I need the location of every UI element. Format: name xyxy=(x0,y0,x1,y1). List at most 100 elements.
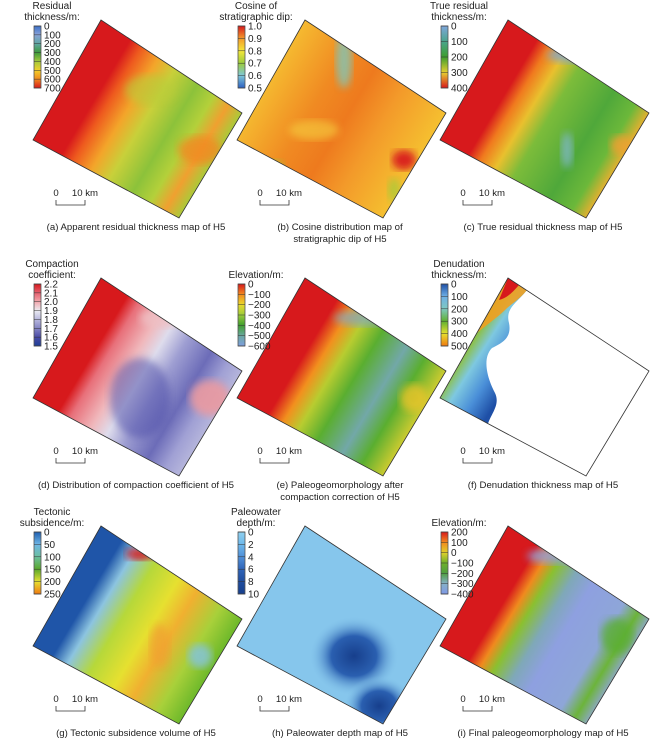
colorbar-label: 0 xyxy=(44,22,50,33)
legend-title: thickness/m: xyxy=(431,270,487,281)
colorbar-label: −300 xyxy=(451,579,474,590)
map-feature xyxy=(178,136,222,164)
map-border xyxy=(32,525,243,725)
colorbar-label: 2.1 xyxy=(44,288,58,299)
panel-b: Cosine of stratigraphic dip: 1.0 0.9 0.8 0.7 0… xyxy=(204,0,447,250)
map-border xyxy=(439,277,650,477)
colorbar-label: 300 xyxy=(44,48,61,59)
map-c xyxy=(440,20,649,218)
map-a xyxy=(33,20,242,218)
colorbar xyxy=(440,283,449,347)
scale-bar xyxy=(462,458,493,464)
colorbar-label: 100 xyxy=(44,552,61,563)
map-border xyxy=(439,19,650,219)
caption: (a) Apparent residual thickness map of H… xyxy=(47,222,226,233)
colorbar-label: 8 xyxy=(248,577,254,588)
map-i xyxy=(440,526,649,724)
colorbar-label: −500 xyxy=(248,331,271,342)
colorbar xyxy=(237,531,246,595)
legend-title: Elevation/m: xyxy=(431,518,486,529)
map-feature xyxy=(334,310,394,326)
map-feature xyxy=(140,308,180,328)
scale-bar xyxy=(259,458,290,464)
colorbar-label: 2 xyxy=(248,540,254,551)
colorbar-label: −200 xyxy=(248,300,271,311)
colorbar-label: −400 xyxy=(248,321,271,332)
colorbar xyxy=(237,25,246,89)
legend-title: True residual xyxy=(430,1,488,12)
map-border xyxy=(236,19,447,219)
colorbar-label: 200 xyxy=(451,528,468,539)
map-b xyxy=(237,20,446,218)
legend-title: Paleowater xyxy=(231,507,282,518)
scale-ten-km: 10 km xyxy=(72,446,98,457)
scale-bar xyxy=(55,706,86,712)
scale-ten-km: 10 km xyxy=(276,446,302,457)
legend-title: thickness/m: xyxy=(431,12,487,23)
scale-zero: 0 xyxy=(460,188,465,199)
map-feature xyxy=(110,358,170,438)
panel-f: Denudation thickness/m: 0 100 200 300 400 500 0 1… xyxy=(407,258,650,508)
caption: (g) Tectonic subsidence volume of H5 xyxy=(56,728,216,739)
scale-ten-km: 10 km xyxy=(72,694,98,705)
colorbar-label: 250 xyxy=(44,590,61,601)
scale-ten-km: 10 km xyxy=(479,446,505,457)
colorbar-label: 300 xyxy=(451,68,468,79)
scale-zero: 0 xyxy=(53,694,58,705)
panel-e: Elevation/m: 0 −100 −200 −300 −400 −500 −600 0 10… xyxy=(204,258,447,508)
panel-a: Residual thickness/m: 0 100 200 300 400 500 600 7… xyxy=(0,0,243,250)
map-feature xyxy=(547,47,617,63)
map-feature xyxy=(150,624,170,668)
colorbar xyxy=(33,283,42,347)
colorbar-label: 0.7 xyxy=(248,59,262,70)
colorbar-label: 400 xyxy=(451,84,468,95)
legend-title: Residual xyxy=(33,1,72,12)
colorbar-label: 10 xyxy=(248,590,260,601)
map-feature xyxy=(601,618,633,654)
legend-title: coefficient: xyxy=(28,270,76,281)
colorbar-label: 0.6 xyxy=(248,71,262,82)
caption: (f) Denudation thickness map of H5 xyxy=(468,480,618,491)
scale-bar xyxy=(259,200,290,206)
colorbar-label: 200 xyxy=(451,304,468,315)
scale-zero: 0 xyxy=(53,188,58,199)
map-border xyxy=(236,525,447,725)
colorbar-label: 1.6 xyxy=(44,333,58,344)
map-border xyxy=(439,525,650,725)
panel-h: Paleowater depth/m: 0 2 4 6 8 10 0 10 km (h) Paleo… xyxy=(204,506,447,756)
scale-ten-km: 10 km xyxy=(479,694,505,705)
colorbar-label: −400 xyxy=(451,590,474,601)
legend-title: Tectonic xyxy=(34,507,71,518)
colorbar-label: 0 xyxy=(451,280,457,291)
scale-zero: 0 xyxy=(460,446,465,457)
map-feature xyxy=(188,644,212,668)
scale-zero: 0 xyxy=(53,446,58,457)
scale-bar xyxy=(55,200,86,206)
caption: (i) Final paleogeomorphology map of H5 xyxy=(457,728,628,739)
map-feature xyxy=(388,178,400,202)
colorbar-label: 300 xyxy=(451,317,468,328)
map-h xyxy=(237,526,446,724)
colorbar-label: 1.9 xyxy=(44,306,58,317)
colorbar xyxy=(33,531,42,595)
colorbar-label: 1.0 xyxy=(248,22,262,33)
scale-zero: 0 xyxy=(257,446,262,457)
scale-bar xyxy=(462,200,493,206)
scale-ten-km: 10 km xyxy=(276,188,302,199)
colorbar-label: −200 xyxy=(451,569,474,580)
map-feature xyxy=(125,75,175,105)
map-feature xyxy=(400,384,428,412)
panel-c: True residual thickness/m: 0 100 200 300 400 0 1… xyxy=(407,0,650,250)
colorbar-label: 0.5 xyxy=(248,84,262,95)
map-border xyxy=(236,277,447,477)
colorbar-label: 2.0 xyxy=(44,297,58,308)
legend-title: Elevation/m: xyxy=(228,270,283,281)
caption: (e) Paleogeomorphology after xyxy=(277,480,405,491)
panel-g: Tectonic subsidence/m: 0 50 100 150 200 250 0 10 … xyxy=(0,506,243,756)
panel-i: Elevation/m: 200 100 0 −100 −200 −300 −400 0 10 k… xyxy=(407,506,650,756)
legend-title: depth/m: xyxy=(237,518,276,529)
map-border xyxy=(32,19,243,219)
colorbar-label: 50 xyxy=(44,540,56,551)
map-feature xyxy=(336,32,352,88)
caption: (c) True residual thickness map of H5 xyxy=(464,222,623,233)
